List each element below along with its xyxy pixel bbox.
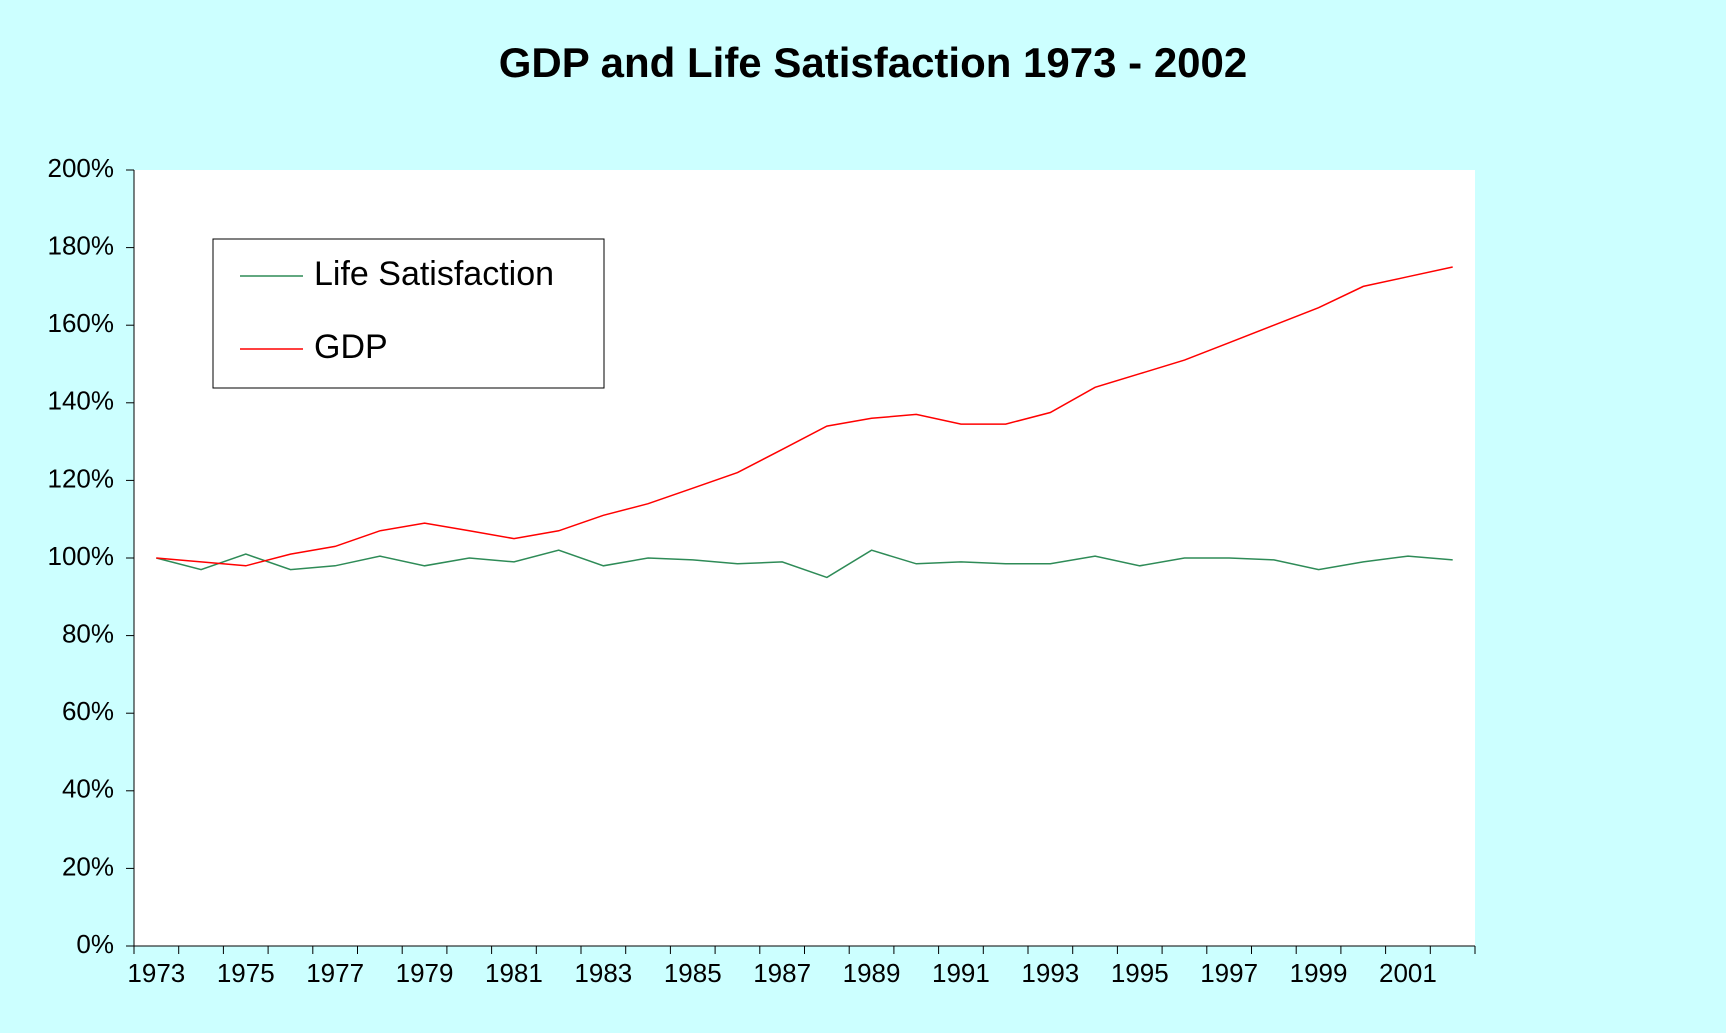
x-tick-label: 1977 bbox=[306, 958, 364, 988]
y-tick-label: 40% bbox=[62, 774, 114, 804]
y-tick-label: 20% bbox=[62, 851, 114, 881]
x-tick-label: 1989 bbox=[843, 958, 901, 988]
y-tick-label: 120% bbox=[48, 463, 115, 493]
legend-label: GDP bbox=[314, 328, 388, 366]
y-tick-label: 140% bbox=[48, 386, 115, 416]
x-tick-label: 1975 bbox=[217, 958, 275, 988]
y-tick-label: 160% bbox=[48, 308, 115, 338]
x-tick-label: 1987 bbox=[753, 958, 811, 988]
legend-label: Life Satisfaction bbox=[314, 255, 554, 293]
y-tick-label: 180% bbox=[48, 230, 115, 260]
x-tick-label: 1985 bbox=[664, 958, 722, 988]
legend-box bbox=[212, 238, 605, 389]
y-tick-label: 200% bbox=[48, 153, 115, 183]
x-tick-label: 1973 bbox=[127, 958, 185, 988]
y-tick-label: 80% bbox=[62, 618, 114, 648]
chart-title: GDP and Life Satisfaction 1973 - 2002 bbox=[499, 39, 1248, 86]
x-tick-label: 1983 bbox=[574, 958, 632, 988]
y-tick-label: 0% bbox=[76, 929, 114, 959]
line-series bbox=[156, 549, 1453, 579]
line-series bbox=[156, 266, 1453, 567]
x-tick-label: 1999 bbox=[1290, 958, 1348, 988]
y-tick-label: 60% bbox=[62, 696, 114, 726]
x-tick-label: 1979 bbox=[396, 958, 454, 988]
y-tick-label: 100% bbox=[48, 541, 115, 571]
x-tick-label: 1993 bbox=[1021, 958, 1079, 988]
x-tick-label: 1997 bbox=[1200, 958, 1258, 988]
x-tick-label: 1981 bbox=[485, 958, 543, 988]
x-tick-label: 2001 bbox=[1379, 958, 1437, 988]
x-tick-label: 1995 bbox=[1111, 958, 1169, 988]
x-tick-label: 1991 bbox=[932, 958, 990, 988]
